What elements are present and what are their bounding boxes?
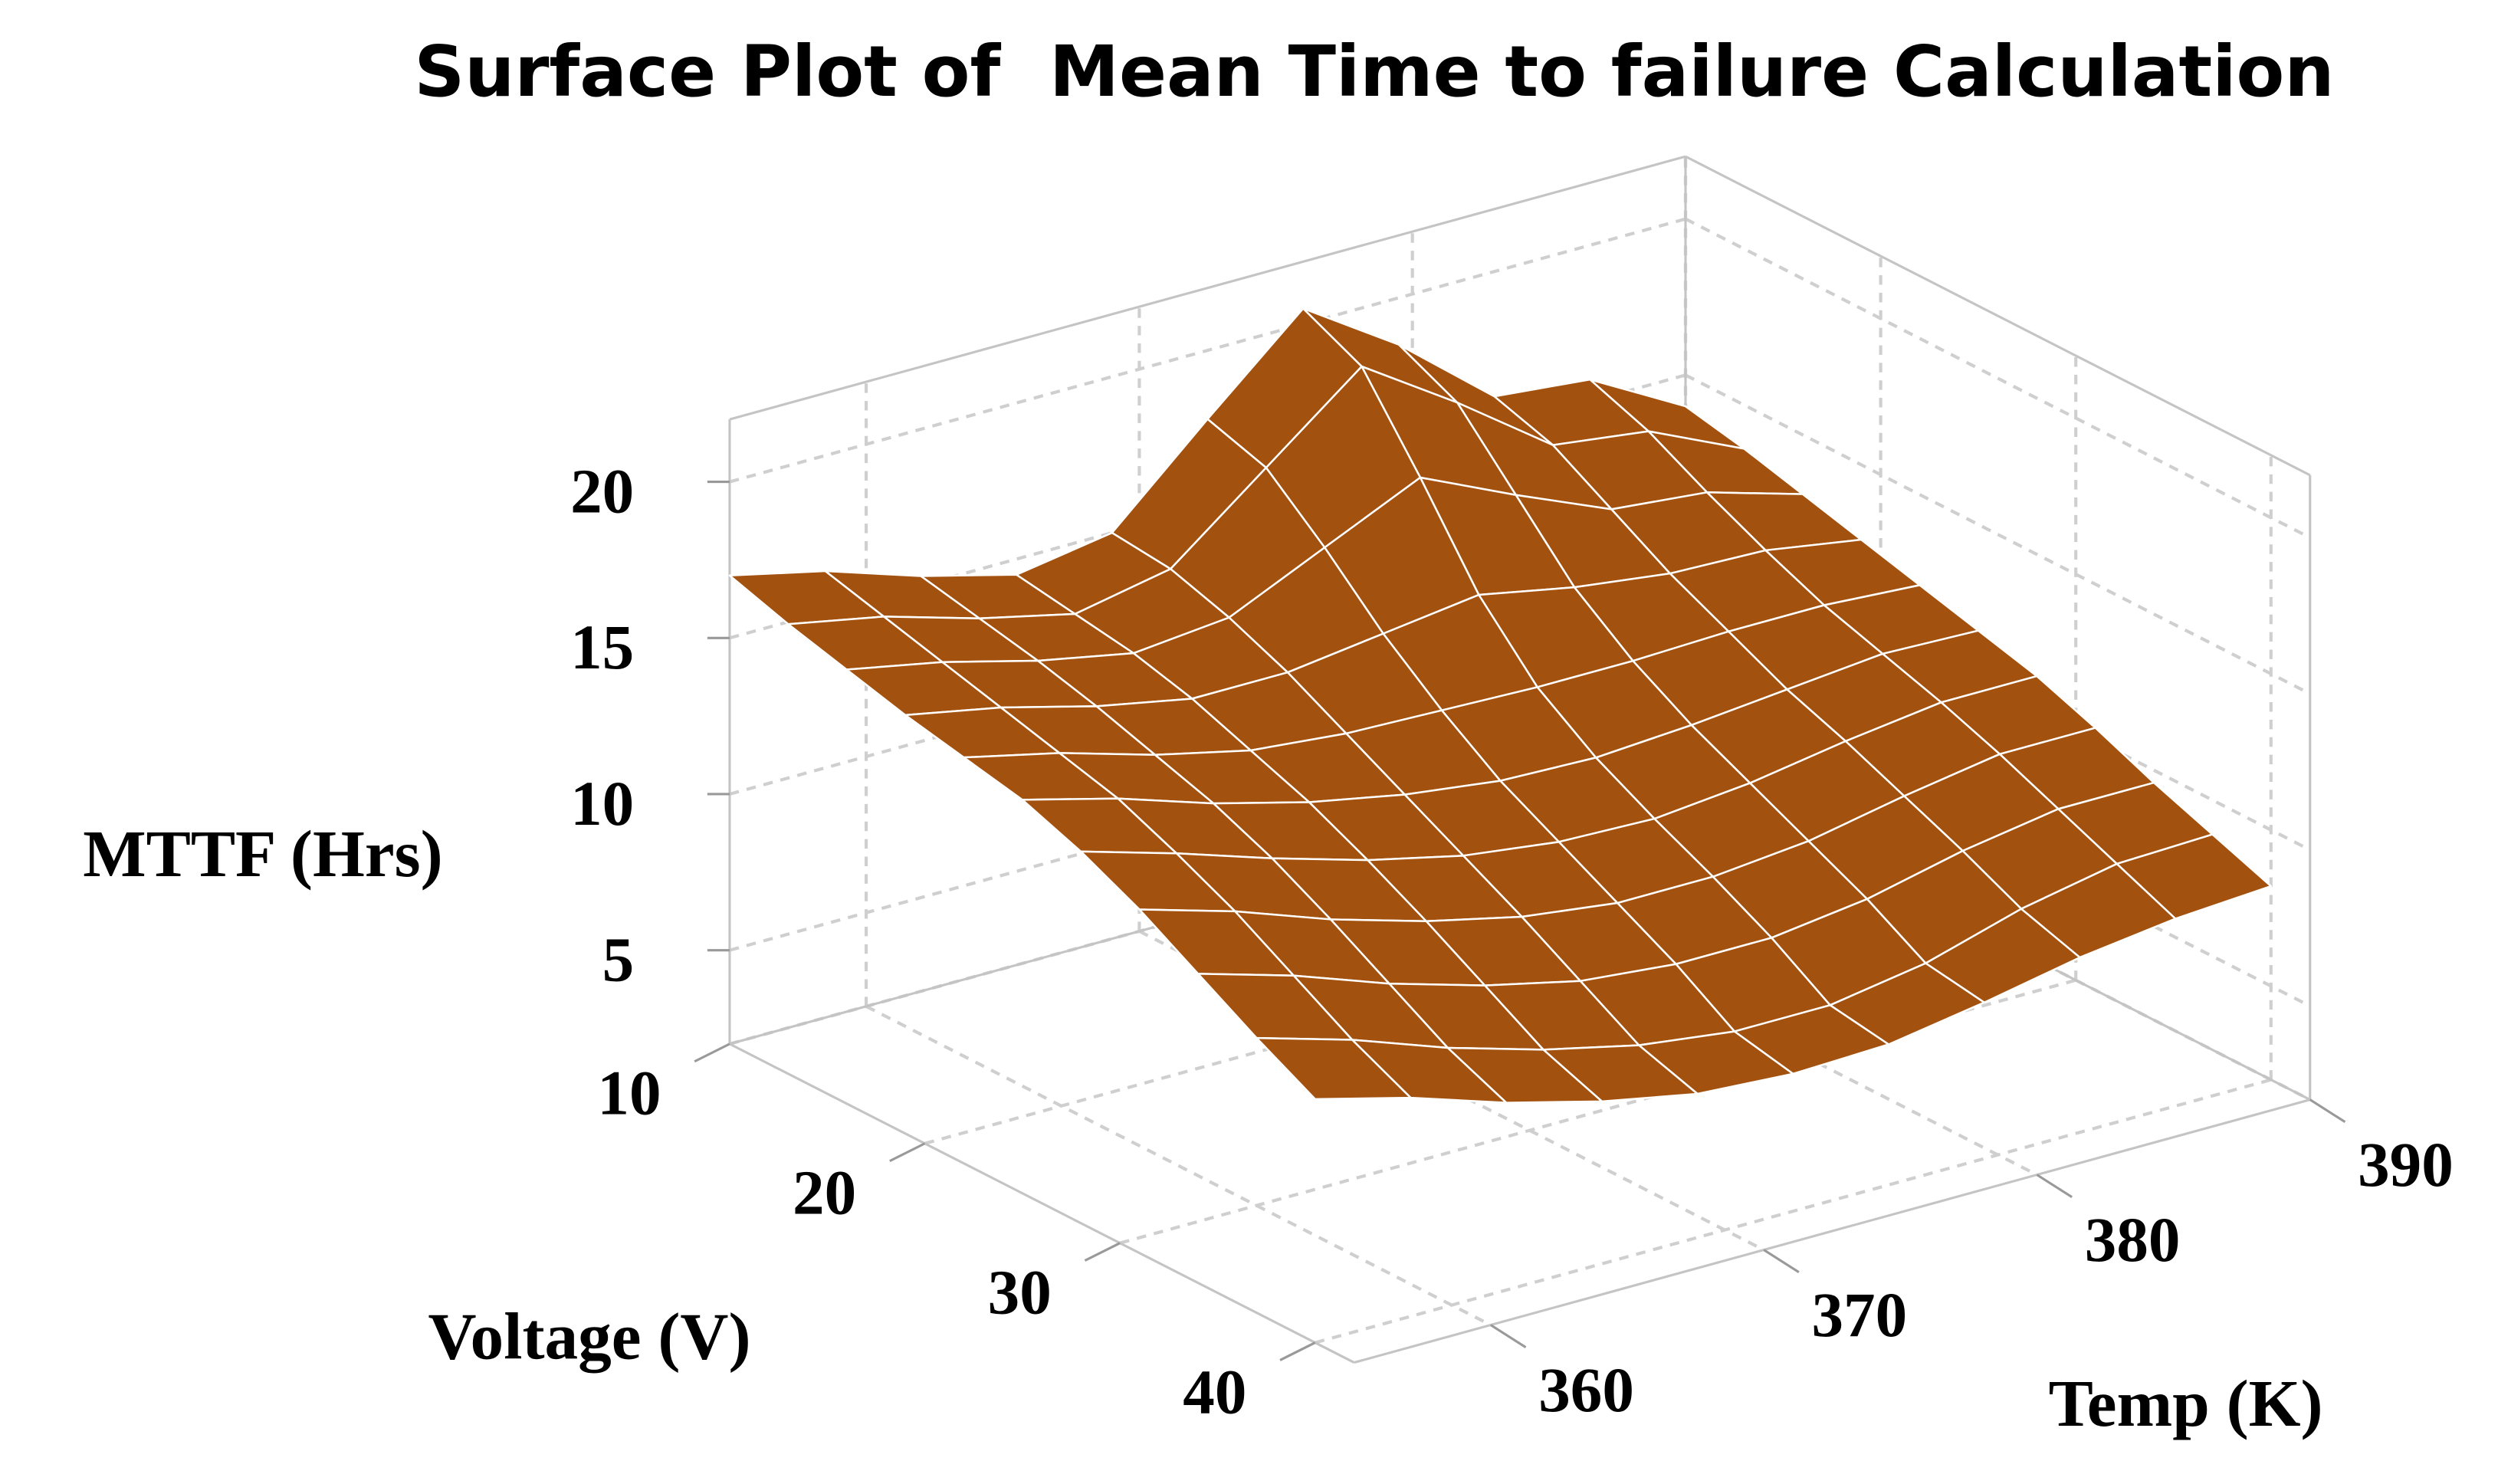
x-tick xyxy=(889,1142,926,1163)
x-tick xyxy=(1279,1341,1316,1361)
box-edge xyxy=(729,155,1686,421)
x-axis-label: Voltage (V) xyxy=(428,1299,751,1374)
grid-line xyxy=(1685,373,2311,695)
chart-title: Surface Plot of Mean Time to failure Cal… xyxy=(414,31,2334,113)
x-tick-label: 30 xyxy=(988,1256,1052,1327)
y-tick xyxy=(2309,1098,2346,1124)
y-tick xyxy=(1763,1249,1800,1273)
x-tick-label: 10 xyxy=(597,1058,661,1128)
grid-line xyxy=(1685,217,2311,540)
box-edge xyxy=(729,1042,1355,1364)
x-tick-label: 40 xyxy=(1183,1356,1246,1427)
surface-patch xyxy=(1256,1036,1412,1101)
z-tick-label: 15 xyxy=(570,612,634,682)
z-tick-label: 5 xyxy=(602,924,635,995)
y-tick-label: 360 xyxy=(1538,1354,1634,1425)
x-tick xyxy=(1084,1242,1121,1262)
y-tick-label: 380 xyxy=(2085,1204,2181,1275)
grid-line xyxy=(865,1005,1492,1327)
y-tick xyxy=(2036,1174,2073,1199)
y-tick-label: 370 xyxy=(1811,1279,1907,1350)
z-tick-label: 10 xyxy=(570,768,634,839)
box-edge xyxy=(1354,1098,2311,1364)
z-axis-label: MTTF (Hrs) xyxy=(83,816,442,891)
x-tick xyxy=(694,1042,730,1063)
y-tick xyxy=(1489,1324,1527,1348)
box-edge xyxy=(1685,155,2311,477)
x-tick-label: 20 xyxy=(793,1157,856,1228)
grid-line xyxy=(729,217,1686,484)
y-tick-label: 390 xyxy=(2358,1129,2454,1200)
grid-line xyxy=(1315,1078,2272,1344)
y-axis-label: Temp (K) xyxy=(2049,1366,2323,1440)
z-tick-label: 20 xyxy=(570,455,634,526)
